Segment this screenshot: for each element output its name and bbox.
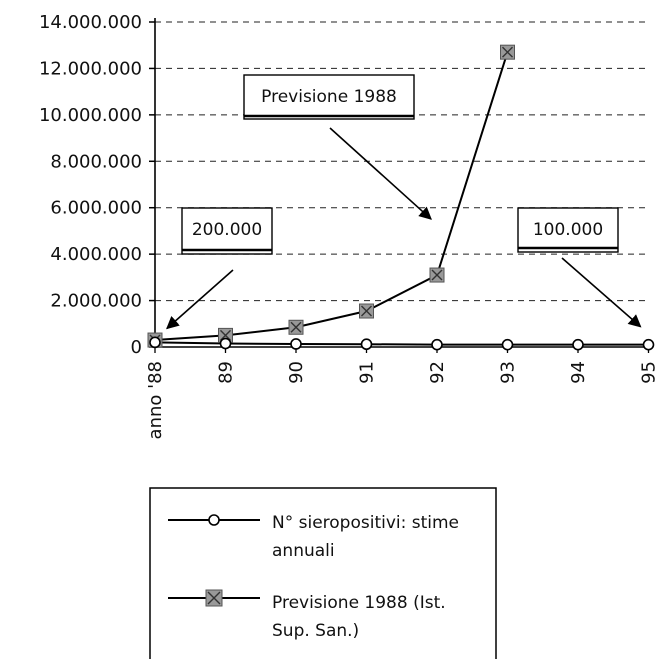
marker-cross [431, 269, 443, 281]
axes: 0 2.000.000 4.000.000 6.000.000 8.000.000 10.… [39, 12, 656, 439]
data-point-sieropositivi [360, 338, 373, 351]
x-tick-label: 89 [216, 361, 237, 384]
y-tick-label: 6.000.000 [50, 198, 142, 219]
callout-arrow [329, 127, 432, 220]
legend-entry-previsione: Previsione 1988 (Ist. Sup. San.) [168, 589, 446, 641]
data-point-previsione [429, 267, 445, 283]
y-tick-label: 14.000.000 [39, 12, 142, 33]
callout-label: 100.000 [533, 220, 603, 240]
legend: N° sieropositivi: stime annuali Previsione… [149, 487, 497, 659]
marker-cross [207, 591, 221, 605]
y-tick-label: 0 [131, 337, 142, 358]
marker-cross [502, 46, 513, 58]
data-point-previsione [288, 319, 304, 335]
callout-box: 100.000 [517, 207, 619, 253]
y-tick-label: 10.000.000 [39, 105, 142, 126]
legend-entry-sieropositivi: N° sieropositivi: stime annuali [168, 513, 459, 561]
data-point-sieropositivi [431, 338, 443, 351]
legend-label: Sup. San.) [272, 621, 359, 641]
callout-arrow [561, 257, 642, 328]
legend-box [149, 487, 497, 659]
marker-cross [290, 321, 302, 333]
x-tick-label: 91 [357, 361, 378, 384]
data-point-sieropositivi [219, 337, 232, 350]
data-point-sieropositivi [572, 338, 584, 351]
y-tick-label: 12.000.000 [39, 58, 142, 79]
data-point-previsione [359, 303, 374, 319]
data-point-sieropositivi [149, 336, 161, 349]
marker-cross [361, 305, 372, 317]
y-tick-label: 2.000.000 [50, 291, 142, 312]
callout-box: Previsione 1988 [243, 74, 415, 120]
callout-frame [517, 207, 619, 253]
legend-marker-circle [208, 514, 220, 526]
x-tick-label: 95 [639, 361, 656, 384]
callout-box: 200.000 [181, 207, 273, 255]
callout-label: 200.000 [192, 220, 262, 240]
callout-label: Previsione 1988 [261, 87, 397, 107]
callouts: 200.000 Previsione 1988 100.000 [166, 74, 642, 330]
callout-arrow [166, 269, 234, 330]
x-tick-label: 93 [498, 361, 519, 384]
x-tick-label: 92 [427, 361, 448, 384]
data-point-sieropositivi [501, 338, 514, 351]
legend-label: Previsione 1988 (Ist. [272, 593, 446, 613]
data-point-previsione [500, 44, 515, 60]
x-tick-label: 90 [286, 361, 307, 384]
legend-label: N° sieropositivi: stime [272, 513, 459, 533]
series [147, 44, 655, 351]
y-tick-label: 8.000.000 [50, 151, 142, 172]
series-line-sieropositivi [154, 341, 649, 346]
marker-cross [220, 329, 231, 341]
gridlines [155, 21, 650, 302]
callout-frame [181, 207, 273, 255]
legend-marker-square [205, 589, 223, 607]
data-point-sieropositivi [290, 338, 302, 350]
x-tick-label: anno '88 [145, 361, 166, 439]
x-tick-label: 94 [568, 361, 589, 384]
legend-label: annuali [272, 541, 335, 561]
callout-frame [243, 74, 415, 120]
series-line-previsione [154, 51, 509, 342]
data-point-sieropositivi [642, 338, 655, 351]
y-tick-label: 4.000.000 [50, 244, 142, 265]
